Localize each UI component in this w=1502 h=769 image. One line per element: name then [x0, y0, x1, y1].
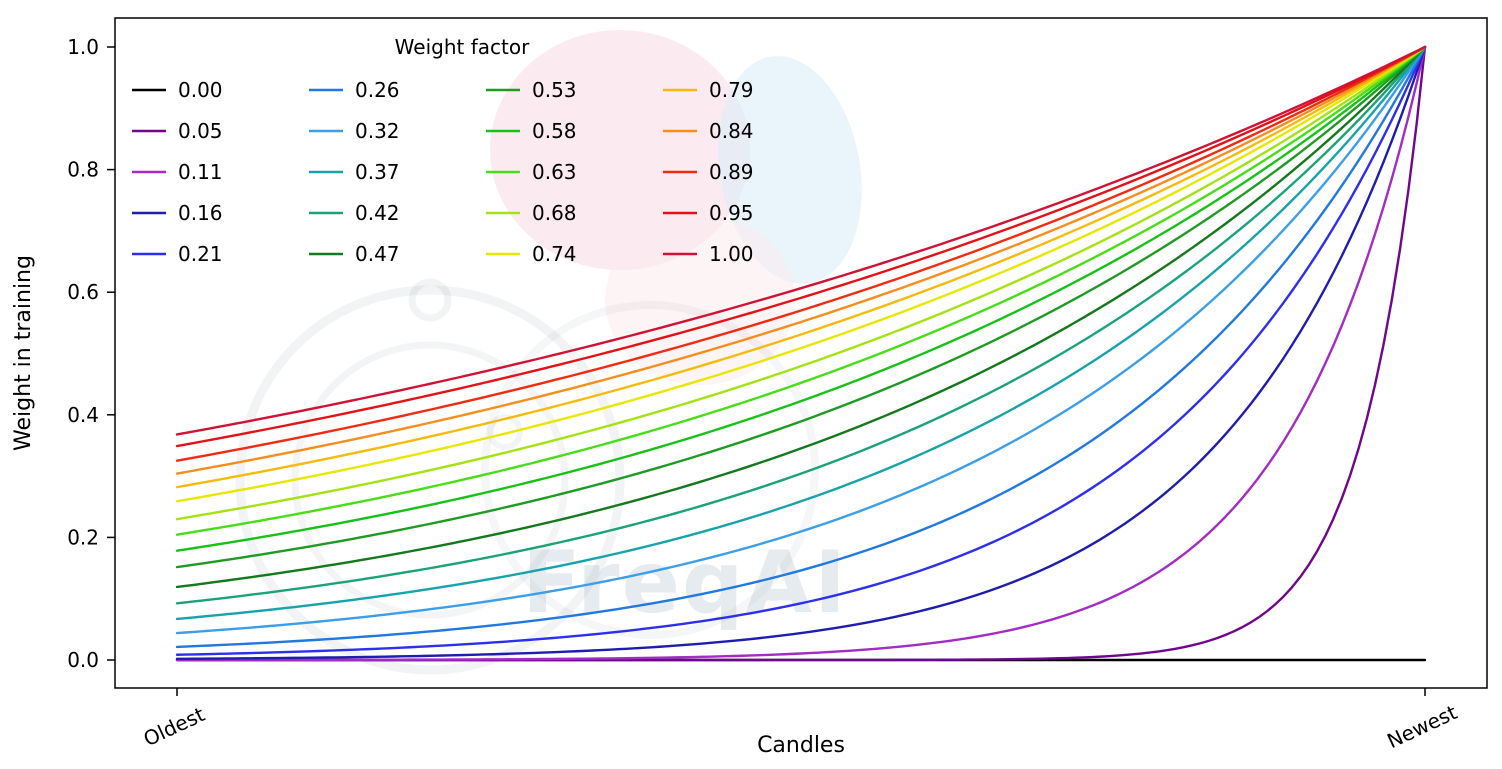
legend-label: 0.42 [355, 201, 400, 225]
curve-weight-factor-0.84 [175, 45, 1427, 475]
legend: Weight factor 0.00 0.05 0.11 0.16 0.21 0.26 0.… [132, 35, 754, 266]
legend-item: 0.47 [309, 242, 400, 266]
watermark-text: FreqAI [522, 533, 848, 633]
legend-item: 0.42 [309, 201, 400, 225]
axes-spines [114, 17, 1488, 689]
curve-weight-factor-0.42 [175, 45, 1427, 605]
legend-item: 0.11 [132, 160, 223, 184]
y-tick-label: 1.0 [67, 35, 99, 59]
y-tick-label: 0.2 [67, 525, 99, 549]
curve-weight-factor-0.58 [175, 45, 1427, 552]
curve-weight-factor-0.95 [175, 45, 1427, 448]
legend-item: 0.16 [132, 201, 223, 225]
curve-weight-factor-0.53 [175, 45, 1427, 569]
legend-label: 1.00 [709, 242, 754, 266]
legend-label: 0.95 [709, 201, 754, 225]
legend-label: 0.21 [178, 242, 223, 266]
legend-label: 0.47 [355, 242, 400, 266]
legend-item: 0.95 [663, 201, 754, 225]
curve-weight-factor-0.21 [175, 45, 1427, 656]
curve-weight-factor-0.47 [175, 45, 1427, 589]
legend-label: 0.16 [178, 201, 223, 225]
curve-weight-factor-0.26 [175, 45, 1427, 649]
legend-label: 0.58 [532, 119, 577, 143]
y-axis-label: Weight in training [11, 255, 36, 451]
y-tick-label: 0.6 [67, 280, 99, 304]
curve-weight-factor-0.63 [175, 45, 1427, 536]
legend-item: 0.63 [486, 160, 577, 184]
legend-item: 0.79 [663, 78, 754, 102]
curve-weight-factor-0.37 [175, 45, 1427, 621]
curve-weight-factor-0.89 [175, 45, 1427, 462]
legend-label: 0.74 [532, 242, 577, 266]
legend-label: 0.89 [709, 160, 754, 184]
legend-item: 0.58 [486, 119, 577, 143]
legend-item: 0.53 [486, 78, 577, 102]
y-tick-label: 0.0 [67, 648, 99, 672]
legend-item: 0.68 [486, 201, 577, 225]
legend-label: 0.84 [709, 119, 754, 143]
curve-weight-factor-0.16 [175, 45, 1427, 661]
x-axis-label: Candles [757, 733, 845, 758]
legend-label: 0.32 [355, 119, 400, 143]
legend-label: 0.00 [178, 78, 223, 102]
curve-weight-factor-0.32 [175, 45, 1427, 635]
curve-weight-factor-1.00 [175, 45, 1427, 436]
legend-label: 0.79 [709, 78, 754, 102]
x-tick-label: Newest [1383, 700, 1461, 753]
legend-label: 0.53 [532, 78, 577, 102]
legend-item: 0.26 [309, 78, 400, 102]
legend-item: 0.00 [132, 78, 223, 102]
legend-label: 0.63 [532, 160, 577, 184]
legend-item: 0.05 [132, 119, 223, 143]
x-tick-label: Oldest [140, 702, 209, 751]
legend-label: 0.26 [355, 78, 400, 102]
curve-weight-factor-0.11 [175, 45, 1427, 662]
legend-item: 0.21 [132, 242, 223, 266]
legend-title: Weight factor [395, 35, 530, 59]
legend-label: 0.05 [178, 119, 223, 143]
y-tick-label: 0.8 [67, 158, 99, 182]
legend-label: 0.11 [178, 160, 223, 184]
legend-item: 0.89 [663, 160, 754, 184]
legend-item: 0.32 [309, 119, 400, 143]
legend-label: 0.37 [355, 160, 400, 184]
curve-weight-factor-0.74 [175, 45, 1427, 503]
curve-weight-factor-0.68 [175, 45, 1427, 521]
y-tick-label: 0.4 [67, 403, 99, 427]
curves-group [175, 45, 1427, 662]
legend-label: 0.68 [532, 201, 577, 225]
legend-item: 1.00 [663, 242, 754, 266]
curve-weight-factor-0.79 [175, 45, 1427, 489]
legend-item: 0.84 [663, 119, 754, 143]
legend-item: 0.37 [309, 160, 400, 184]
legend-item: 0.74 [486, 242, 577, 266]
